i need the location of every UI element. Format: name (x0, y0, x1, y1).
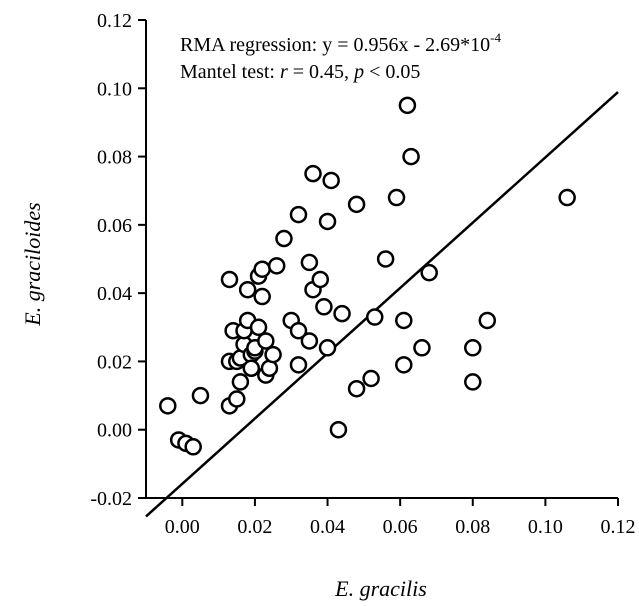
y-tick-label: 0.06 (97, 215, 132, 237)
x-tick-label: 0.04 (310, 516, 345, 538)
data-points (159, 96, 576, 456)
data-point (289, 205, 308, 224)
data-point (184, 438, 202, 456)
x-tick-label: 0.02 (237, 516, 272, 538)
y-tick-label: 0.02 (97, 351, 132, 373)
data-point (264, 345, 282, 364)
y-axis-title: E. graciloides (20, 202, 45, 326)
data-point (315, 298, 333, 316)
annotation-regression: RMA regression: y = 0.956x - 2.69*10-4 (180, 30, 501, 56)
data-point (333, 304, 351, 323)
x-tick-label: 0.10 (528, 516, 563, 538)
y-tick-label: 0.08 (97, 147, 132, 169)
data-point (228, 390, 246, 408)
mantel-mid: = 0.45, (288, 61, 354, 83)
y-tick-label: 0.04 (97, 283, 132, 305)
data-point (402, 147, 420, 166)
data-point (322, 171, 340, 190)
data-point (275, 229, 293, 248)
data-point (478, 311, 497, 330)
data-point (249, 318, 268, 337)
data-point (304, 164, 322, 183)
data-point (376, 250, 395, 268)
annotation-mantel: Mantel test: r = 0.45, p < 0.05 (180, 61, 420, 83)
y-tick-label: 0.00 (97, 420, 132, 442)
data-point (347, 379, 366, 398)
regression-line-group (145, 91, 619, 518)
axes: -0.02 0.00 0.02 0.04 0.06 0.08 0.10 0.12 0.00 0.0… (90, 10, 635, 538)
data-point (300, 253, 319, 272)
data-point (365, 308, 384, 326)
data-point (267, 257, 286, 275)
regression-text: RMA regression: y = 0.956x - 2.69*10 (180, 34, 490, 56)
data-point (318, 339, 337, 357)
x-tick-label: 0.06 (383, 516, 418, 538)
data-point (253, 260, 271, 278)
data-point (398, 96, 417, 115)
data-point (413, 339, 431, 357)
x-tick-label: 0.08 (455, 516, 490, 538)
data-point (289, 356, 308, 374)
data-point (220, 270, 239, 289)
x-tick-label: 0.00 (165, 516, 200, 538)
mantel-suffix: < 0.05 (364, 61, 420, 83)
y-tick-label: -0.02 (90, 488, 132, 510)
regression-exponent: -4 (490, 30, 501, 45)
data-point (257, 332, 275, 350)
mantel-r: r (280, 61, 288, 83)
regression-line (145, 91, 619, 518)
data-point (159, 397, 177, 415)
data-point (464, 339, 482, 357)
data-point (253, 287, 271, 306)
data-point (191, 386, 210, 405)
data-point (420, 263, 438, 282)
data-point (395, 311, 413, 330)
data-point (362, 369, 380, 388)
x-tick-label: 0.12 (601, 516, 636, 538)
data-point (318, 212, 337, 231)
x-axis-title: E. gracilis (334, 576, 427, 601)
data-point (311, 270, 330, 289)
data-point (242, 359, 261, 378)
data-point (231, 373, 250, 391)
mantel-p: p (352, 61, 364, 83)
data-point (387, 188, 406, 207)
data-point (347, 195, 366, 214)
data-point (289, 321, 308, 340)
y-tick-label: 0.12 (97, 10, 132, 32)
data-point (238, 280, 257, 299)
data-point (395, 356, 413, 374)
data-point (329, 420, 348, 439)
data-point (464, 373, 482, 391)
y-tick-label: 0.10 (97, 78, 132, 100)
data-point (300, 332, 319, 350)
data-point (558, 188, 576, 207)
mantel-prefix: Mantel test: (180, 61, 280, 83)
